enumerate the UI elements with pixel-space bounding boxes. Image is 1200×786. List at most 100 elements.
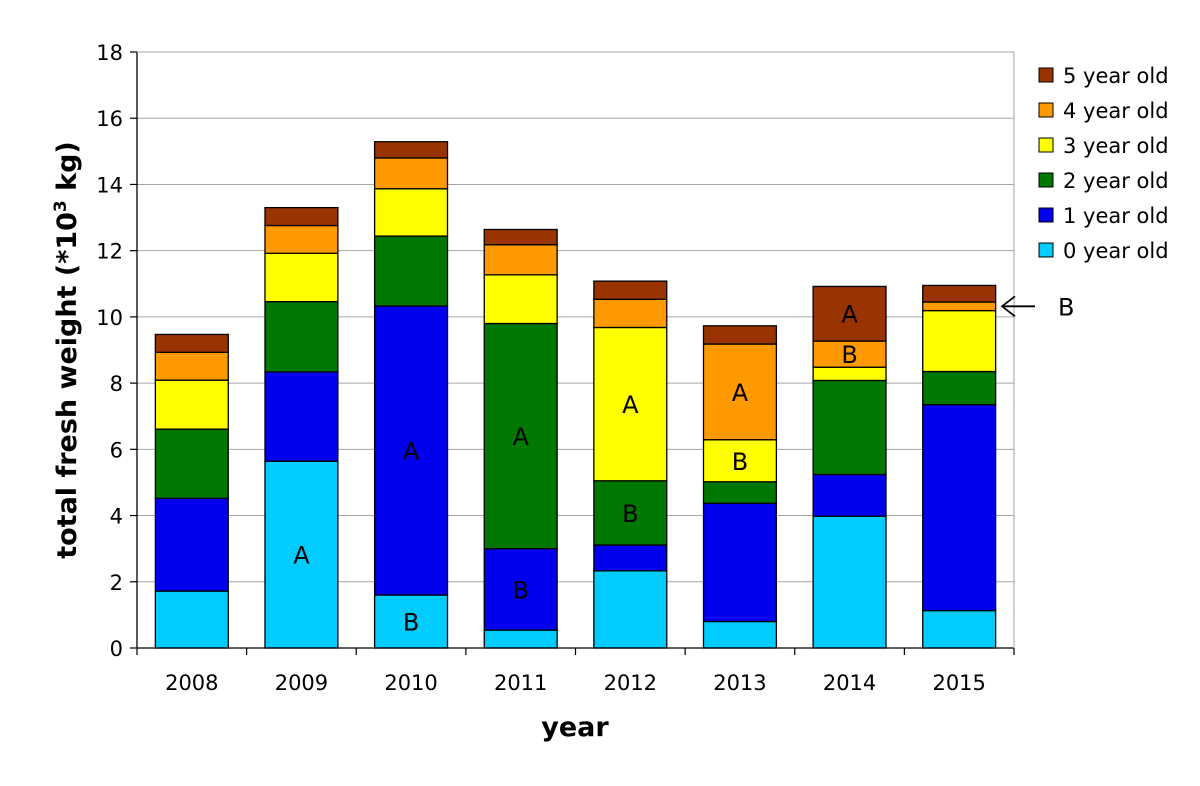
bar-segment (154, 351, 229, 381)
arrow-head (1000, 295, 1016, 318)
segment-annotation: B (622, 500, 638, 528)
y-axis-title-unit: kg) (52, 141, 83, 200)
segment-annotation: A (512, 423, 529, 451)
bar-segment (154, 379, 229, 430)
bar-segment (264, 301, 339, 373)
bar-segment (483, 244, 558, 276)
legend-swatch (1038, 137, 1054, 153)
y-tick-label: 18 (96, 41, 123, 65)
bar-segment (264, 206, 339, 227)
bar-segment (812, 340, 887, 368)
legend-label: 3 year old (1063, 134, 1169, 158)
segment-annotation: A (841, 301, 858, 329)
bar-segment (812, 473, 887, 517)
bar-segment (702, 502, 778, 623)
y-axis-ticks: 0 2 4 6 8 10 12 14 16 18 (96, 41, 137, 661)
bar-segment (702, 620, 778, 649)
y-tick-label: 6 (110, 438, 123, 462)
segment-annotation: B (512, 576, 528, 604)
y-axis-title: total fresh weight (*103 kg) (51, 141, 83, 559)
bar-segment (593, 298, 668, 329)
bar-segment (373, 141, 449, 159)
bars (154, 141, 997, 649)
bar-segment (154, 590, 229, 649)
bar-segment (264, 252, 339, 303)
y-tick-label: 0 (110, 637, 123, 661)
segment-annotation: A (293, 542, 310, 570)
x-tick-label: 2008 (165, 671, 218, 695)
x-tick-label: 2010 (384, 671, 437, 695)
bar-segment (922, 609, 997, 649)
x-tick-label: 2015 (932, 671, 985, 695)
bar-segment (702, 343, 778, 441)
bar-segment (373, 157, 449, 190)
bar-segment (922, 284, 997, 303)
legend-label: 1 year old (1063, 204, 1169, 228)
bar-segment (373, 188, 449, 237)
legend-label: 0 year old (1063, 239, 1169, 263)
x-tick-label: 2013 (713, 671, 766, 695)
bar-segment (373, 594, 449, 649)
legend-swatch (1038, 207, 1054, 223)
arrow-annotation: B (1000, 293, 1074, 321)
bar-segment (154, 497, 229, 592)
plot-frame (136, 51, 1015, 649)
y-tick-label: 14 (96, 173, 123, 197)
segment-annotation: A (732, 379, 749, 407)
segment-annotation: A (403, 437, 420, 465)
bar-segment (922, 370, 997, 406)
segment-annotation: B (732, 448, 748, 476)
y-tick-label: 16 (96, 107, 123, 131)
bar-segment (264, 224, 339, 254)
bar-segment (922, 309, 997, 373)
bar-segment (593, 544, 668, 572)
bar-segment (593, 326, 668, 482)
x-axis-title: year (541, 712, 609, 743)
bar-segment (812, 379, 887, 476)
arrow-annotation-label: B (1058, 293, 1074, 321)
bar-segment (812, 366, 887, 382)
y-tick-label: 12 (96, 240, 123, 264)
bar-segment (812, 515, 887, 649)
segment-annotation: A (622, 391, 639, 419)
bar-segment (154, 333, 229, 353)
x-axis-ticks: 2008 2009 2010 2011 2012 2013 2014 2015 (136, 648, 1015, 695)
bar-segment (702, 439, 778, 483)
bar-segment (593, 480, 668, 546)
bar-segment (483, 274, 558, 325)
x-tick-label: 2009 (275, 671, 328, 695)
x-tick-label: 2012 (604, 671, 657, 695)
y-tick-label: 2 (110, 571, 123, 595)
segment-annotation: B (841, 341, 857, 369)
segment-annotation: B (403, 609, 419, 637)
bar-segment (593, 570, 668, 649)
bar-segment (922, 403, 997, 612)
legend-swatch (1038, 102, 1054, 118)
bar-segment (483, 629, 558, 649)
x-tick-label: 2011 (494, 671, 547, 695)
y-axis-title-main: total fresh weight (*10 (52, 212, 83, 559)
legend: 5 year old 4 year old 3 year old 2 year old… (1038, 64, 1169, 263)
y-tick-label: 10 (96, 306, 123, 330)
legend-label: 4 year old (1063, 99, 1169, 123)
bar-segment (373, 305, 449, 596)
bar-segment (264, 371, 339, 462)
bar-segment (593, 280, 668, 300)
x-tick-label: 2014 (823, 671, 876, 695)
bar-segment (812, 285, 887, 342)
bar-segment (483, 228, 558, 246)
bar-segment (483, 322, 558, 550)
legend-swatch (1038, 172, 1054, 188)
bar-segment (154, 428, 229, 499)
legend-label: 2 year old (1063, 169, 1169, 193)
y-tick-label: 4 (110, 505, 123, 529)
bar-segment (922, 301, 997, 312)
y-axis-title-superscript: 3 (51, 200, 71, 212)
bar-segment (373, 235, 449, 307)
legend-swatch (1038, 242, 1054, 258)
bar-segment (702, 481, 778, 504)
bar-segment (483, 548, 558, 631)
bar-segment (702, 325, 778, 345)
